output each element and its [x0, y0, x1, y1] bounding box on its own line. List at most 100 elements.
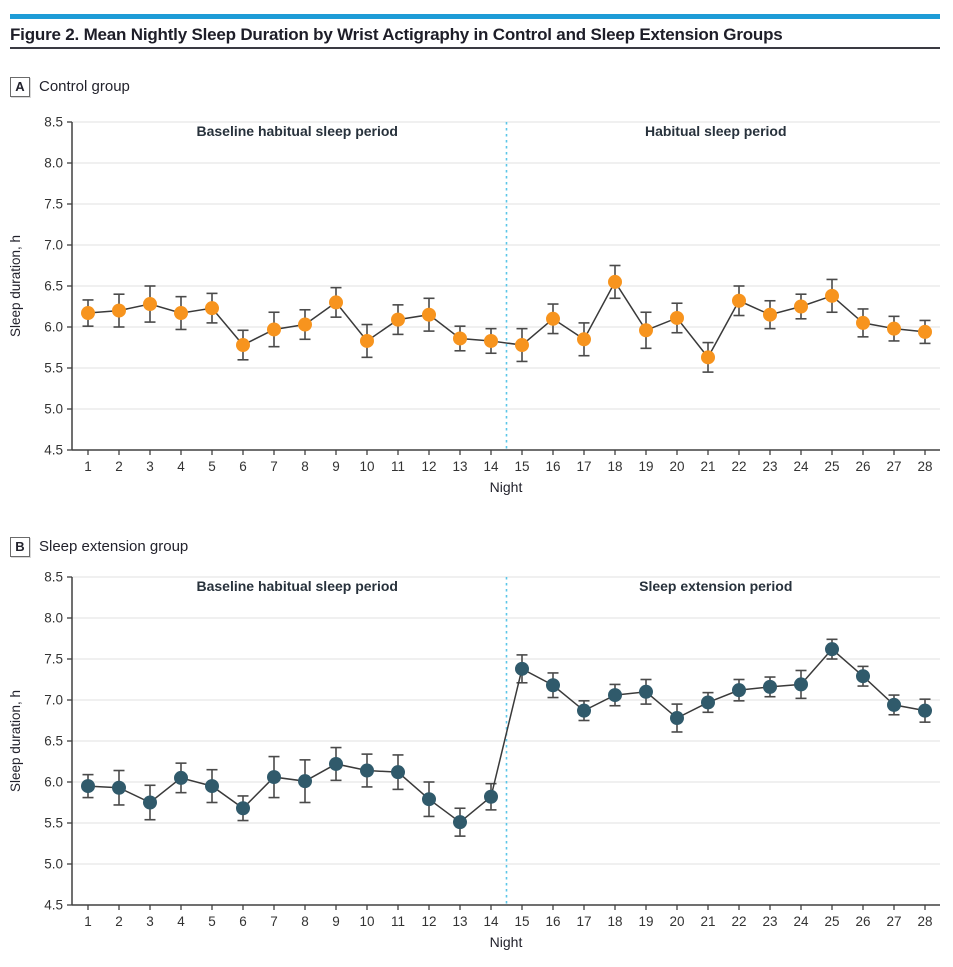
- x-tick-label: 27: [886, 914, 901, 929]
- x-tick-label: 13: [452, 459, 467, 474]
- data-point: [236, 801, 250, 816]
- data-point: [484, 789, 498, 804]
- x-tick-label: 23: [762, 459, 777, 474]
- x-axis-label: Night: [490, 479, 523, 495]
- y-tick-label: 8.5: [44, 115, 63, 130]
- annotation-left: Baseline habitual sleep period: [196, 578, 398, 594]
- x-tick-label: 12: [421, 459, 436, 474]
- x-tick-label: 15: [514, 459, 529, 474]
- x-tick-label: 25: [824, 914, 839, 929]
- x-tick-label: 23: [762, 914, 777, 929]
- data-point: [329, 295, 343, 310]
- x-tick-label: 24: [793, 459, 809, 474]
- data-point: [422, 307, 436, 322]
- data-point: [732, 683, 746, 698]
- data-point: [732, 293, 746, 308]
- x-tick-label: 15: [514, 914, 529, 929]
- series-line: [87, 648, 926, 824]
- x-tick-label: 7: [270, 459, 278, 474]
- x-tick-label: 3: [146, 459, 154, 474]
- panel-a-header: A Control group: [10, 76, 130, 97]
- x-tick-label: 7: [270, 914, 278, 929]
- x-tick-label: 17: [576, 459, 591, 474]
- data-point: [608, 274, 622, 289]
- y-tick-label: 8.0: [44, 156, 63, 171]
- x-tick-label: 8: [301, 459, 309, 474]
- x-tick-label: 2: [115, 914, 123, 929]
- x-tick-label: 1: [84, 914, 92, 929]
- x-tick-label: 5: [208, 914, 216, 929]
- data-point: [639, 684, 653, 699]
- x-tick-label: 16: [545, 459, 560, 474]
- x-tick-label: 2: [115, 459, 123, 474]
- x-tick-label: 5: [208, 459, 216, 474]
- panel-a-chart: 4.55.05.56.06.57.07.58.08.51 2 3 4 5 6 7 8 9 10 11…: [8, 115, 940, 495]
- data-point: [422, 792, 436, 807]
- annotation-right: Sleep extension period: [639, 578, 792, 594]
- data-point: [174, 306, 188, 321]
- data-point: [81, 306, 95, 321]
- data-point: [577, 703, 591, 718]
- x-tick-label: 21: [700, 914, 715, 929]
- x-tick-label: 14: [483, 914, 499, 929]
- data-point: [515, 661, 529, 676]
- y-tick-label: 8.5: [44, 570, 63, 585]
- data-point: [205, 301, 219, 316]
- panel-a-letter: A: [10, 76, 30, 97]
- x-tick-label: 26: [855, 914, 870, 929]
- x-tick-label: 4: [177, 914, 185, 929]
- data-point: [918, 703, 932, 718]
- x-axis-label: Night: [490, 934, 523, 950]
- data-point: [174, 770, 188, 785]
- data-point: [298, 774, 312, 789]
- x-tick-label: 22: [731, 914, 746, 929]
- x-tick-label: 12: [421, 914, 436, 929]
- accent-bar: [10, 14, 940, 19]
- data-point: [298, 317, 312, 332]
- x-tick-label: 28: [917, 459, 932, 474]
- series-line: [87, 280, 926, 359]
- data-point: [546, 311, 560, 326]
- x-tick-label: 6: [239, 914, 247, 929]
- x-tick-label: 20: [669, 459, 684, 474]
- data-point: [236, 338, 250, 353]
- y-tick-label: 6.0: [44, 775, 63, 790]
- data-point: [701, 350, 715, 365]
- data-point: [453, 331, 467, 346]
- data-point: [112, 303, 126, 318]
- y-tick-label: 8.0: [44, 611, 63, 626]
- data-point: [143, 795, 157, 810]
- x-tick-label: 20: [669, 914, 684, 929]
- x-tick-label: 24: [793, 914, 809, 929]
- data-point: [515, 338, 529, 353]
- y-axis-label: Sleep duration, h: [8, 690, 23, 792]
- x-tick-label: 8: [301, 914, 309, 929]
- x-tick-label: 27: [886, 459, 901, 474]
- x-tick-label: 9: [332, 459, 340, 474]
- x-tick-label: 1: [84, 459, 92, 474]
- panel-b-chart: 4.55.05.56.06.57.07.58.08.51 2 3 4 5 6 7 8 9 10 11…: [8, 570, 940, 950]
- data-point: [267, 322, 281, 337]
- x-tick-label: 17: [576, 914, 591, 929]
- data-point: [112, 780, 126, 795]
- data-point: [670, 711, 684, 726]
- data-point: [329, 756, 343, 771]
- x-tick-label: 16: [545, 914, 560, 929]
- data-point: [763, 307, 777, 322]
- y-tick-label: 7.5: [44, 652, 63, 667]
- data-point: [360, 763, 374, 778]
- y-tick-label: 5.0: [44, 402, 63, 417]
- data-point: [546, 678, 560, 693]
- data-point: [205, 779, 219, 794]
- x-tick-label: 13: [452, 914, 467, 929]
- y-tick-label: 5.5: [44, 816, 63, 831]
- data-point: [856, 315, 870, 330]
- data-point: [763, 679, 777, 694]
- y-tick-label: 7.0: [44, 238, 63, 253]
- data-point: [391, 765, 405, 780]
- data-point: [81, 779, 95, 794]
- y-tick-label: 6.0: [44, 320, 63, 335]
- x-tick-label: 9: [332, 914, 340, 929]
- data-point: [856, 669, 870, 684]
